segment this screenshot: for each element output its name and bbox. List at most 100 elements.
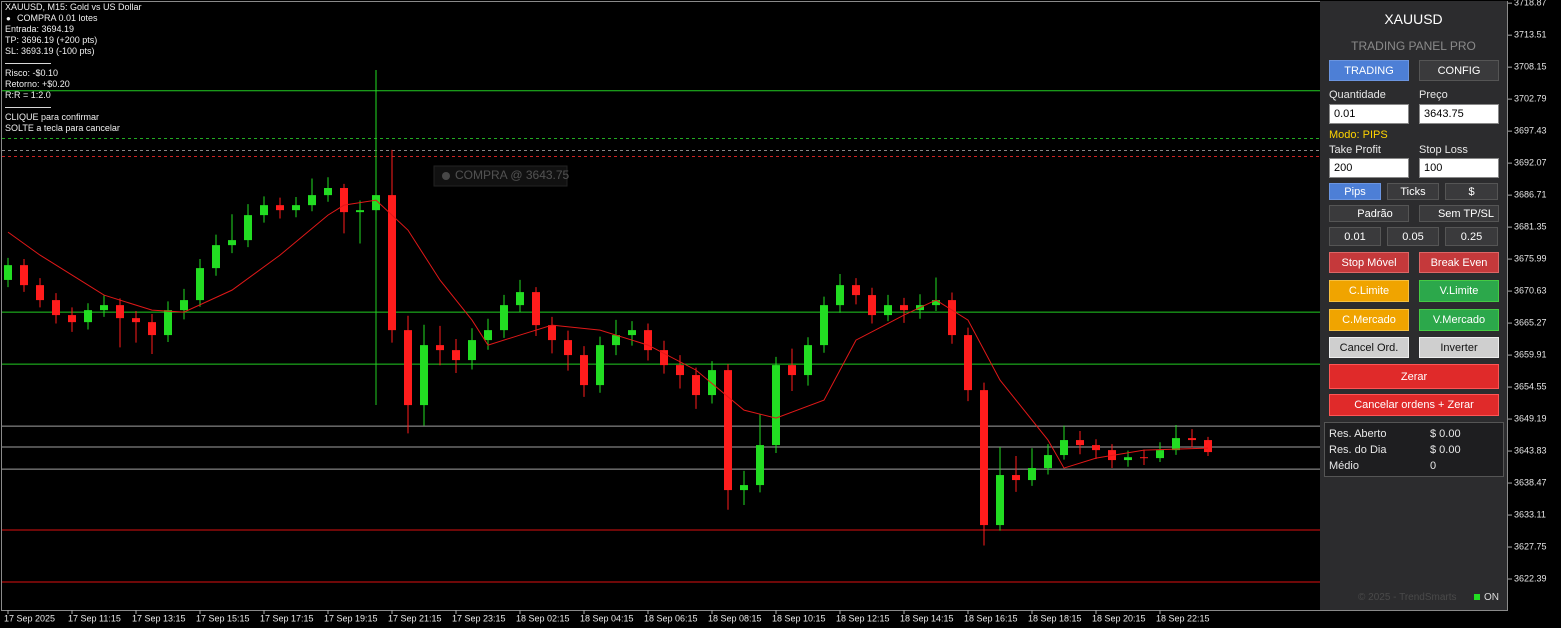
candle-body <box>356 210 364 213</box>
lot-button[interactable]: 0.05 <box>1387 227 1439 246</box>
tab-button[interactable]: TRADING <box>1329 60 1409 81</box>
action-button[interactable]: V.Mercado <box>1419 309 1499 331</box>
y-tick-label: 3622.39 <box>1514 573 1547 583</box>
plot-frame <box>1 1 1508 611</box>
candle-body <box>260 205 268 216</box>
result-value: 0 <box>1430 460 1437 472</box>
x-tick-label: 17 Sep 23:15 <box>452 613 506 623</box>
action-button[interactable]: Cancelar ordens + Zerar <box>1329 394 1499 416</box>
y-tick-label: 3675.99 <box>1514 253 1547 263</box>
candle-body <box>308 195 316 206</box>
candle-body <box>708 370 716 396</box>
price-input[interactable]: 3643.75 <box>1419 104 1499 124</box>
y-tick-label: 3718.87 <box>1514 0 1547 8</box>
x-tick-label: 17 Sep 11:15 <box>68 613 121 623</box>
status: ON <box>1484 592 1499 603</box>
y-tick-label: 3713.51 <box>1514 30 1547 40</box>
tp-input[interactable]: 200 <box>1329 158 1409 178</box>
candle-body <box>148 322 156 336</box>
info-dot: ● <box>6 14 11 23</box>
candle-body <box>820 305 828 346</box>
footer: © 2025 - TrendSmarts <box>1358 592 1457 603</box>
candle-body <box>964 335 972 391</box>
unit-button[interactable]: $ <box>1445 183 1498 200</box>
candle-body <box>564 340 572 356</box>
x-tick-label: 18 Sep 14:15 <box>900 613 954 623</box>
y-tick-label: 3649.19 <box>1514 413 1547 423</box>
candle-body <box>580 355 588 386</box>
x-tick-label: 18 Sep 08:15 <box>708 613 762 623</box>
candle-body <box>1044 455 1052 469</box>
y-tick-label: 3659.91 <box>1514 349 1547 359</box>
candle-body <box>420 345 428 406</box>
y-tick-label: 3681.35 <box>1514 221 1547 231</box>
candle-body <box>612 335 620 346</box>
action-button[interactable]: C.Mercado <box>1329 309 1409 331</box>
y-tick-label: 3633.11 <box>1514 509 1546 519</box>
y-tick-label: 3643.83 <box>1514 445 1547 455</box>
panel-title: XAUUSD <box>1384 11 1443 27</box>
candle-body <box>1092 445 1100 451</box>
candle-body <box>164 310 172 336</box>
results-box: Res. Aberto $ 0.00 Res. do Dia $ 0.00 Mé… <box>1324 422 1504 477</box>
result-value: $ 0.00 <box>1430 428 1461 440</box>
x-tick-label: 18 Sep 06:15 <box>644 613 698 623</box>
info-line: Entrada: 3694.19 <box>5 24 75 34</box>
quantity-input[interactable]: 0.01 <box>1329 104 1409 124</box>
candle-body <box>20 265 28 286</box>
x-tick-label: 17 Sep 17:15 <box>260 613 314 623</box>
action-button[interactable]: Stop Móvel <box>1329 252 1409 273</box>
y-tick-label: 3670.63 <box>1514 285 1547 295</box>
action-button[interactable]: V.Limite <box>1419 280 1499 302</box>
lot-button[interactable]: 0.25 <box>1445 227 1498 246</box>
x-tick-label: 18 Sep 02:15 <box>516 613 570 623</box>
y-tick-label: 3665.27 <box>1514 317 1547 327</box>
action-button[interactable]: Inverter <box>1419 337 1499 358</box>
action-button[interactable]: Zerar <box>1329 364 1499 389</box>
action-button[interactable]: Cancel Ord. <box>1329 337 1409 358</box>
preset-button[interactable]: Padrão <box>1329 205 1409 222</box>
candle-body <box>116 305 124 319</box>
action-button[interactable]: Break Even <box>1419 252 1499 273</box>
candle-body <box>1140 457 1148 459</box>
order-label-text: COMPRA @ 3643.75 <box>455 168 570 182</box>
unit-button[interactable]: Ticks <box>1387 183 1439 200</box>
sl-input[interactable]: 100 <box>1419 158 1499 178</box>
separator <box>5 107 51 108</box>
candle-body <box>132 318 140 323</box>
candle-body <box>884 305 892 316</box>
candle-body <box>292 205 300 211</box>
candle-body <box>996 475 1004 526</box>
field-label: Quantidade <box>1329 89 1386 101</box>
candle-body <box>484 330 492 341</box>
preset-button[interactable]: Sem TP/SL <box>1419 205 1499 222</box>
unit-button[interactable]: Pips <box>1329 183 1381 200</box>
order-label: COMPRA @ 3643.75 <box>433 165 570 187</box>
candle-body <box>372 195 380 211</box>
info-line: R:R = 1:2.0 <box>5 90 51 100</box>
candle-body <box>452 350 460 361</box>
lot-button[interactable]: 0.01 <box>1329 227 1381 246</box>
y-tick-label: 3686.71 <box>1514 189 1547 199</box>
y-tick-label: 3697.43 <box>1514 126 1547 136</box>
candle-body <box>836 285 844 306</box>
x-tick-label: 18 Sep 10:15 <box>772 613 826 623</box>
field-label: Preço <box>1419 89 1448 101</box>
status-dot <box>1474 594 1480 600</box>
candle-body <box>244 215 252 241</box>
result-value: $ 0.00 <box>1430 444 1461 456</box>
result-label: Médio <box>1329 460 1359 472</box>
tab-button[interactable]: CONFIG <box>1419 60 1499 81</box>
trading-panel: XAUUSD TRADING PANEL PRO TRADING CONFIG … <box>1320 1 1507 610</box>
result-label: Res. Aberto <box>1329 428 1387 440</box>
candle-body <box>1060 440 1068 456</box>
candle-body <box>596 345 604 386</box>
action-button[interactable]: C.Limite <box>1329 280 1409 302</box>
info-line: SL: 3693.19 (-100 pts) <box>5 46 95 56</box>
y-tick-label: 3654.55 <box>1514 381 1547 391</box>
x-tick-label: 18 Sep 16:15 <box>964 613 1018 623</box>
x-tick-label: 17 Sep 2025 <box>4 613 55 623</box>
info-line: XAUUSD, M15: Gold vs US Dollar <box>5 2 142 12</box>
candle-body <box>388 195 396 331</box>
